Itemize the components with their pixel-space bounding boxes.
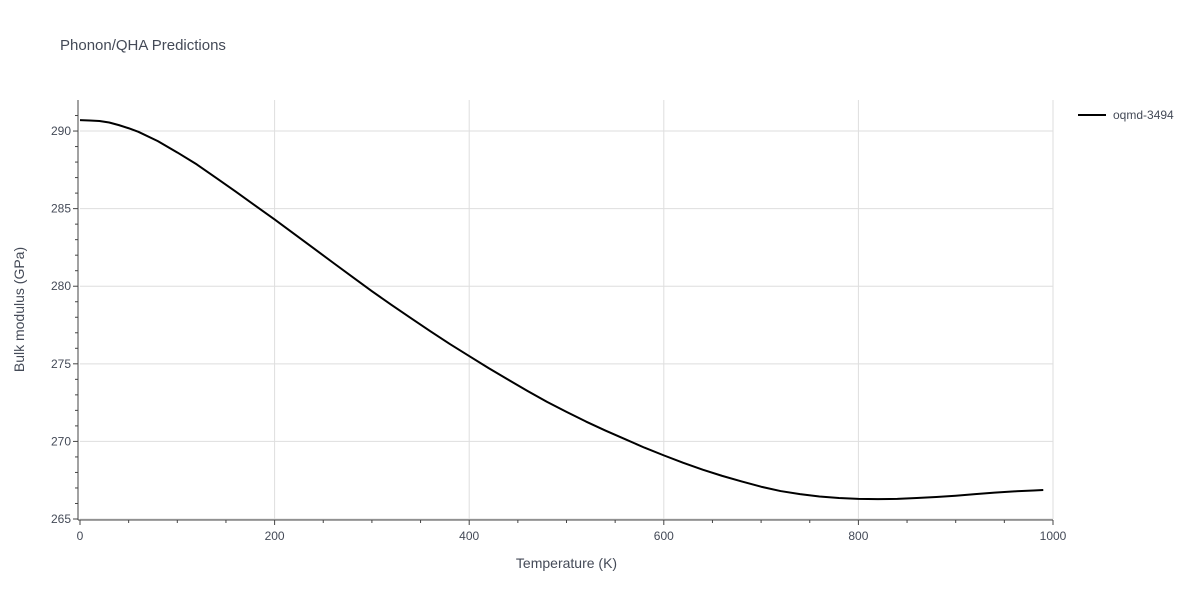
series-layer — [79, 119, 1044, 501]
x-tick-label: 400 — [459, 529, 479, 543]
x-tick-label: 600 — [654, 529, 674, 543]
x-axis-title: Temperature (K) — [516, 555, 617, 571]
axes-layer: 0 200 400 600 800 1000 265 270 275 280 285 290 — [51, 100, 1067, 543]
y-tick-label: 275 — [51, 357, 71, 371]
series-line-oqmd-3494[interactable] — [79, 119, 1044, 501]
x-tick-label: 0 — [77, 529, 84, 543]
y-tick-label: 270 — [51, 434, 71, 448]
y-tick-label: 290 — [51, 124, 71, 138]
x-tick-label: 200 — [265, 529, 285, 543]
chart-title: Phonon/QHA Predictions — [60, 37, 226, 54]
x-tick-label: 800 — [848, 529, 868, 543]
legend[interactable]: oqmd-3494 — [1078, 108, 1174, 122]
x-tick-label: 1000 — [1040, 529, 1067, 543]
legend-label: oqmd-3494 — [1113, 108, 1174, 122]
y-tick-label: 285 — [51, 202, 71, 216]
y-tick-label: 265 — [51, 512, 71, 526]
y-axis-title: Bulk modulus (GPa) — [11, 247, 27, 372]
grid-layer — [80, 100, 1054, 520]
y-tick-label: 280 — [51, 279, 71, 293]
